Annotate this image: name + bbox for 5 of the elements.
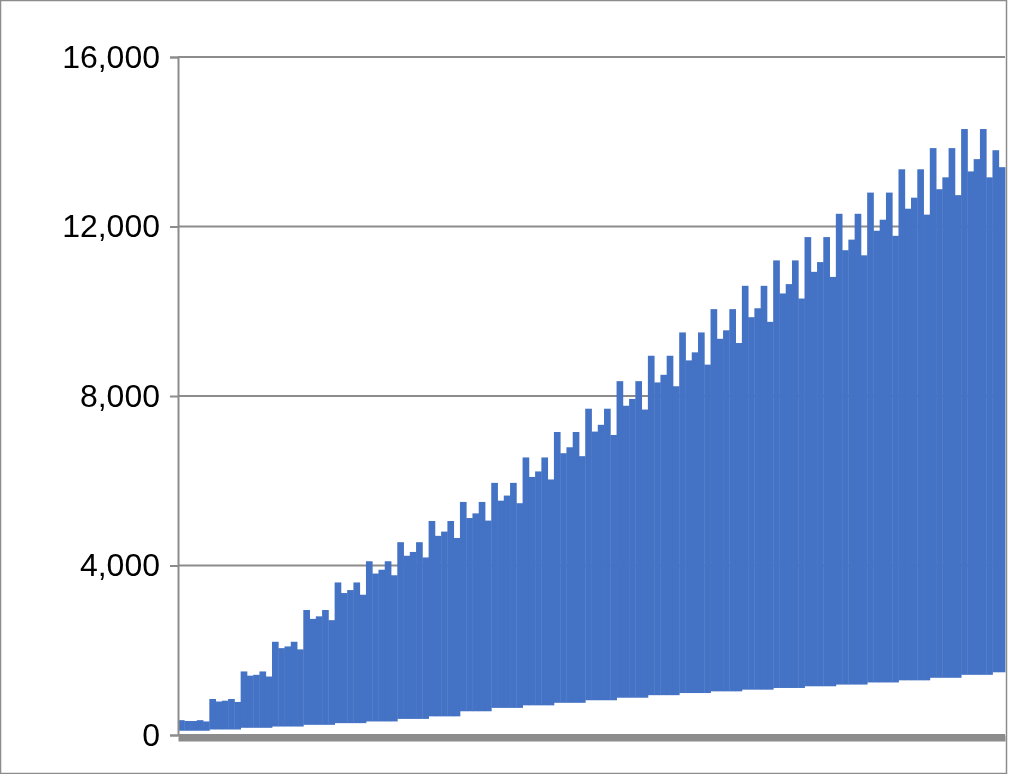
y-tick-label: 8,000 xyxy=(79,377,160,414)
y-tick-label: 16,000 xyxy=(62,38,160,75)
y-tick-label: 12,000 xyxy=(62,208,160,245)
y-tick-label: 4,000 xyxy=(79,547,160,584)
y-tick-label: 0 xyxy=(142,716,160,753)
